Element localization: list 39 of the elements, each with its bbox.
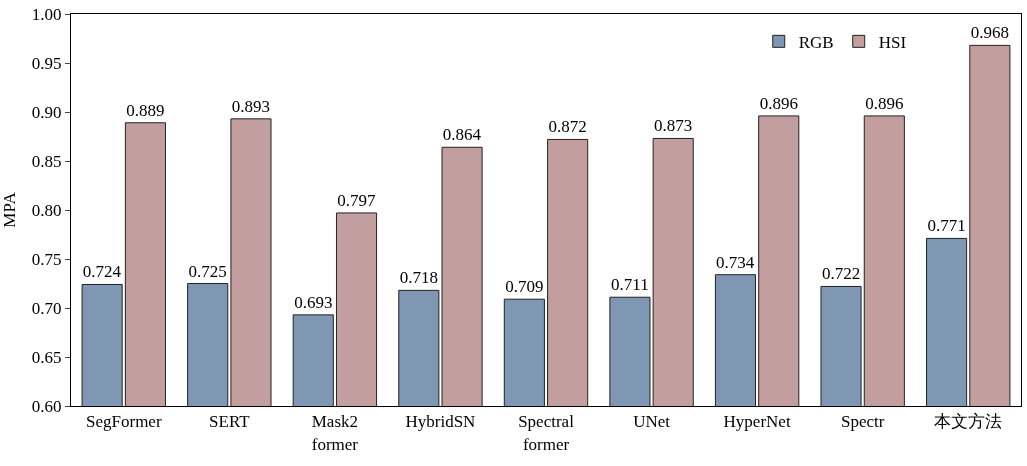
- text: 0.60: [31, 396, 62, 416]
- text: 0.80: [31, 200, 62, 220]
- text: 0.75: [31, 249, 62, 269]
- data-label: 0.889: [126, 100, 165, 120]
- y-axis-title: MPA: [0, 191, 19, 228]
- text: 0.95: [31, 53, 62, 73]
- x-tick-label: HyperNet: [723, 412, 791, 432]
- data-label: 0.873: [654, 116, 693, 136]
- data-label: 0.797: [337, 190, 376, 210]
- data-label: 0.968: [970, 23, 1009, 43]
- text: 0.70: [31, 298, 62, 318]
- x-tick-label: HybridSN: [405, 412, 476, 432]
- legend-label: RGB: [798, 32, 834, 52]
- data-label: 0.872: [548, 117, 587, 137]
- x-tick-label: SegFormer: [86, 412, 162, 432]
- data-label: 0.711: [611, 275, 649, 295]
- data-label: 0.724: [82, 262, 122, 282]
- text: 0.90: [31, 102, 62, 122]
- data-label: 0.718: [399, 268, 438, 288]
- x-tick-label: Spectr: [840, 412, 885, 432]
- data-label: 0.896: [759, 93, 798, 113]
- x-tick-label: Spectral former: [518, 412, 575, 454]
- text: 1.00: [31, 4, 62, 24]
- x-tick-label: Mask2 former: [311, 412, 359, 454]
- x-tick-label: 本文方法: [934, 412, 1003, 432]
- data-label: 0.864: [442, 125, 482, 145]
- data-label: 0.709: [505, 277, 544, 297]
- data-label: 0.725: [188, 261, 227, 281]
- text: 0.85: [31, 151, 62, 171]
- data-label: 0.896: [865, 93, 904, 113]
- data-label: 0.771: [927, 216, 966, 236]
- x-tick-label: UNet: [633, 412, 671, 432]
- data-label: 0.893: [231, 96, 271, 116]
- text: 0.65: [31, 347, 62, 367]
- data-label: 0.722: [821, 264, 861, 284]
- data-label: 0.734: [716, 252, 755, 272]
- data-label: 0.693: [294, 292, 333, 312]
- legend-label: HSI: [878, 32, 907, 52]
- x-tick-label: SERT: [209, 412, 251, 432]
